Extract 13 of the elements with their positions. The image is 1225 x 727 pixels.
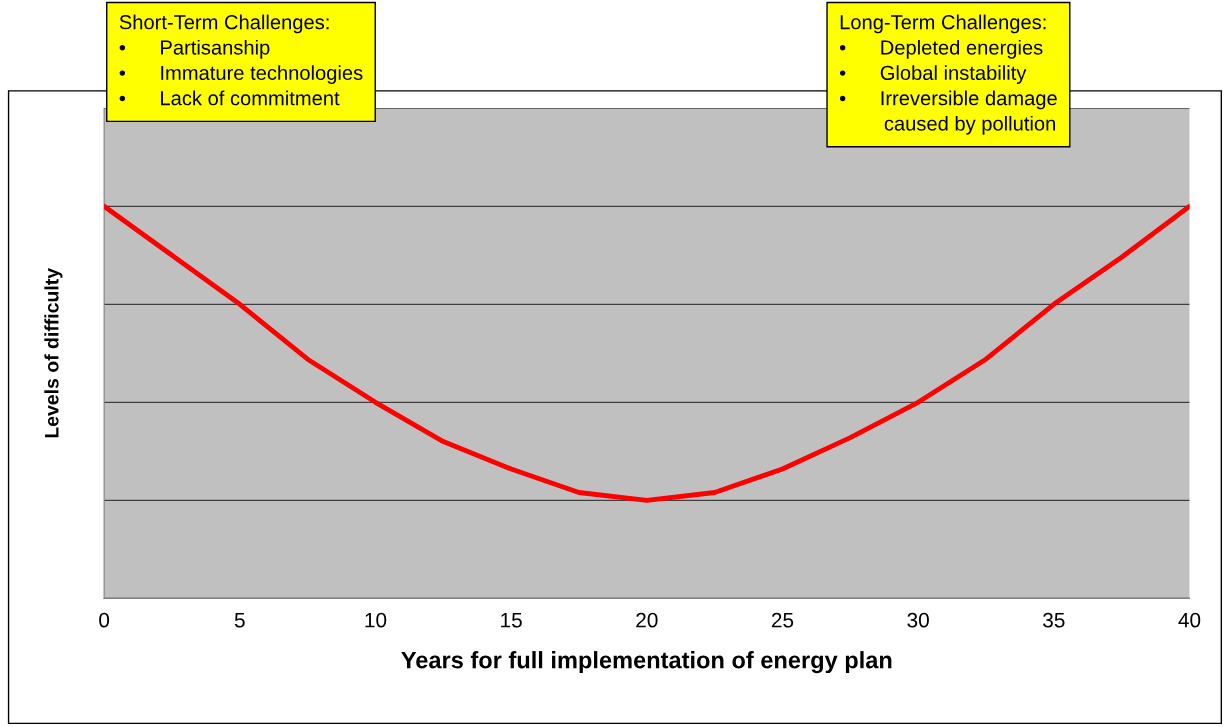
text: Long-Term Challenges: • Depleted energies • Global instability • Irreversible damage caused by pollution [839, 14, 1057, 135]
x-tick-label: 10 [365, 612, 387, 628]
x-axis-title: Years for full implementation of energy plan [401, 651, 892, 674]
x-tick-label: 25 [771, 612, 794, 628]
x-tick-label: 5 [234, 612, 245, 628]
text: Short-Term Challenges: • Partisanship • Immature technologies • Lack of commitment [119, 14, 363, 106]
x-tick-label: 15 [501, 612, 522, 628]
x-tick-label: 0 [99, 612, 110, 628]
x-tick-label: 40 [1178, 612, 1201, 628]
x-tick-label: 30 [907, 612, 929, 628]
x-tick-label: 20 [636, 612, 658, 628]
y-axis-title: Levels of difficulty [44, 268, 63, 438]
x-tick-label: 35 [1043, 612, 1065, 628]
